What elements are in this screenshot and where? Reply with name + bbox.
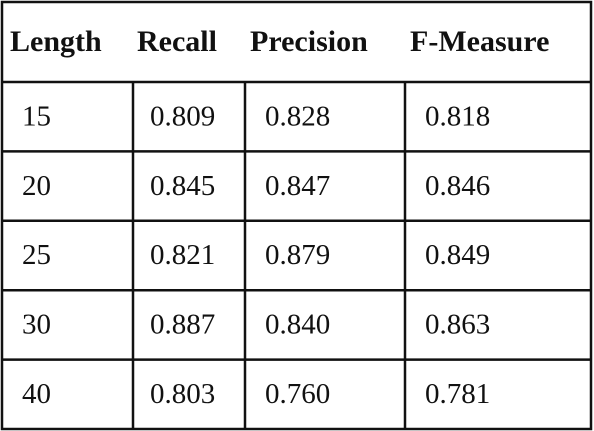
cell: 0.846 <box>425 170 490 202</box>
cell: 0.781 <box>425 378 490 410</box>
cell: 15 <box>22 100 51 132</box>
cell: 0.818 <box>425 100 490 132</box>
cell: 0.879 <box>265 239 330 271</box>
cell: 20 <box>22 170 51 202</box>
header-cell: Recall <box>137 25 217 58</box>
cell: 25 <box>22 239 51 271</box>
cell: 0.803 <box>150 378 215 410</box>
cell: 30 <box>22 309 51 341</box>
cell: 40 <box>22 378 51 410</box>
cell: 0.840 <box>265 309 330 341</box>
cell: 0.863 <box>425 309 490 341</box>
cell: 0.828 <box>265 100 330 132</box>
header-cell: Length <box>10 25 102 58</box>
header-cell: F-Measure <box>410 25 549 58</box>
cell: 0.845 <box>150 170 215 202</box>
cell: 0.887 <box>150 309 215 341</box>
header-cell: Precision <box>250 25 368 58</box>
cell: 0.809 <box>150 100 215 132</box>
cell: 0.760 <box>265 378 330 410</box>
cell: 0.847 <box>265 170 330 202</box>
cell: 0.821 <box>150 239 215 271</box>
cell: 0.849 <box>425 239 490 271</box>
